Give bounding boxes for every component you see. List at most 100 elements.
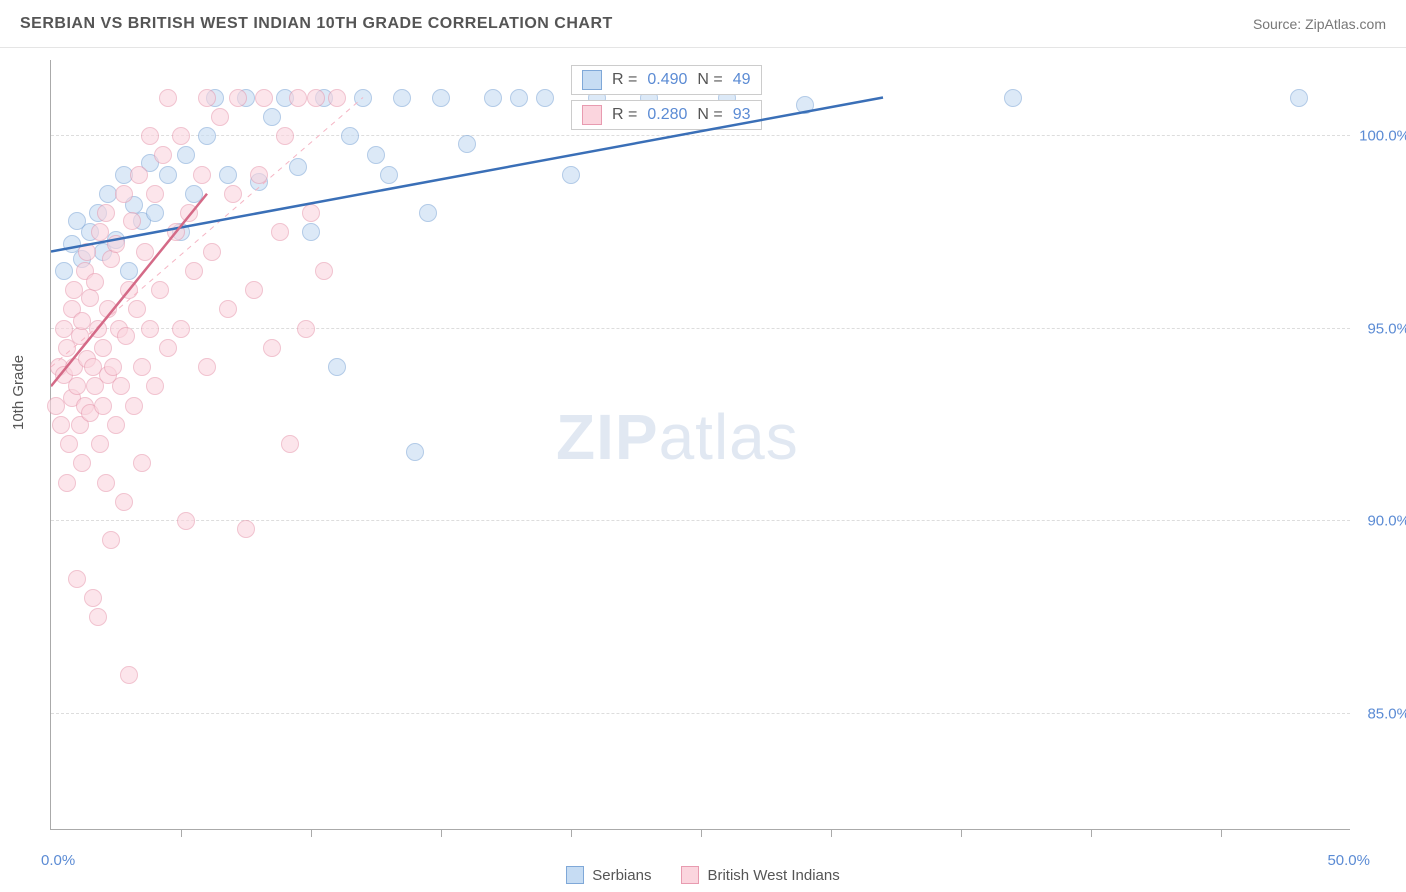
data-point — [146, 185, 164, 203]
data-point — [193, 166, 211, 184]
info-label: N = — [697, 106, 722, 124]
legend-swatch — [681, 866, 699, 884]
data-point — [432, 89, 450, 107]
legend-label: Serbians — [592, 867, 651, 884]
y-tick-label: 85.0% — [1367, 705, 1406, 722]
data-point — [78, 243, 96, 261]
data-point — [133, 358, 151, 376]
scatter-chart: ZIPatlas 85.0%90.0%95.0%100.0%0.0%50.0%R… — [50, 60, 1350, 830]
data-point — [203, 243, 221, 261]
data-point — [117, 327, 135, 345]
x-tick — [311, 829, 312, 837]
data-point — [146, 377, 164, 395]
data-point — [97, 204, 115, 222]
data-point — [68, 377, 86, 395]
data-point — [91, 435, 109, 453]
data-point — [198, 89, 216, 107]
data-point — [120, 281, 138, 299]
data-point — [128, 300, 146, 318]
data-point — [271, 223, 289, 241]
source-label: Source: ZipAtlas.com — [1253, 16, 1386, 32]
data-point — [263, 108, 281, 126]
x-tick — [1221, 829, 1222, 837]
data-point — [458, 135, 476, 153]
data-point — [107, 235, 125, 253]
data-point — [302, 204, 320, 222]
y-axis-label: 10th Grade — [10, 355, 27, 430]
data-point — [115, 185, 133, 203]
data-point — [58, 474, 76, 492]
data-point — [315, 262, 333, 280]
info-label: R = — [612, 71, 637, 89]
data-point — [84, 589, 102, 607]
info-value-n: 93 — [733, 106, 751, 124]
data-point — [112, 377, 130, 395]
data-point — [406, 443, 424, 461]
info-label: N = — [697, 71, 722, 89]
data-point — [120, 666, 138, 684]
gridline — [51, 135, 1350, 136]
data-point — [68, 570, 86, 588]
data-point — [250, 166, 268, 184]
data-point — [185, 262, 203, 280]
data-point — [172, 127, 190, 145]
data-point — [328, 358, 346, 376]
data-point — [159, 166, 177, 184]
data-point — [562, 166, 580, 184]
data-point — [125, 397, 143, 415]
series-swatch — [582, 105, 602, 125]
data-point — [94, 397, 112, 415]
data-point — [198, 127, 216, 145]
data-point — [86, 273, 104, 291]
data-point — [289, 158, 307, 176]
data-point — [211, 108, 229, 126]
legend-swatch — [566, 866, 584, 884]
data-point — [130, 166, 148, 184]
data-point — [89, 320, 107, 338]
data-point — [141, 320, 159, 338]
legend: Serbians British West Indians — [0, 866, 1406, 884]
data-point — [1290, 89, 1308, 107]
data-point — [123, 212, 141, 230]
x-tick — [701, 829, 702, 837]
data-point — [159, 89, 177, 107]
data-point — [219, 166, 237, 184]
data-point — [89, 608, 107, 626]
data-point — [99, 300, 117, 318]
chart-title: SERBIAN VS BRITISH WEST INDIAN 10TH GRAD… — [20, 15, 613, 33]
data-point — [276, 127, 294, 145]
data-point — [419, 204, 437, 222]
data-point — [341, 127, 359, 145]
legend-item: Serbians — [566, 866, 651, 884]
legend-label: British West Indians — [707, 867, 839, 884]
info-value-n: 49 — [733, 71, 751, 89]
data-point — [328, 89, 346, 107]
data-point — [281, 435, 299, 453]
data-point — [255, 89, 273, 107]
info-label: R = — [612, 106, 637, 124]
data-point — [263, 339, 281, 357]
data-point — [102, 531, 120, 549]
data-point — [354, 89, 372, 107]
data-point — [307, 89, 325, 107]
data-point — [52, 416, 70, 434]
x-tick — [441, 829, 442, 837]
data-point — [151, 281, 169, 299]
chart-header: SERBIAN VS BRITISH WEST INDIAN 10TH GRAD… — [0, 0, 1406, 48]
data-point — [60, 435, 78, 453]
data-point — [367, 146, 385, 164]
data-point — [484, 89, 502, 107]
data-point — [536, 89, 554, 107]
data-point — [289, 89, 307, 107]
series-swatch — [582, 70, 602, 90]
data-point — [796, 96, 814, 114]
data-point — [229, 89, 247, 107]
data-point — [245, 281, 263, 299]
x-tick — [181, 829, 182, 837]
data-point — [237, 520, 255, 538]
legend-item: British West Indians — [681, 866, 839, 884]
data-point — [71, 327, 89, 345]
data-point — [120, 262, 138, 280]
data-point — [159, 339, 177, 357]
data-point — [146, 204, 164, 222]
